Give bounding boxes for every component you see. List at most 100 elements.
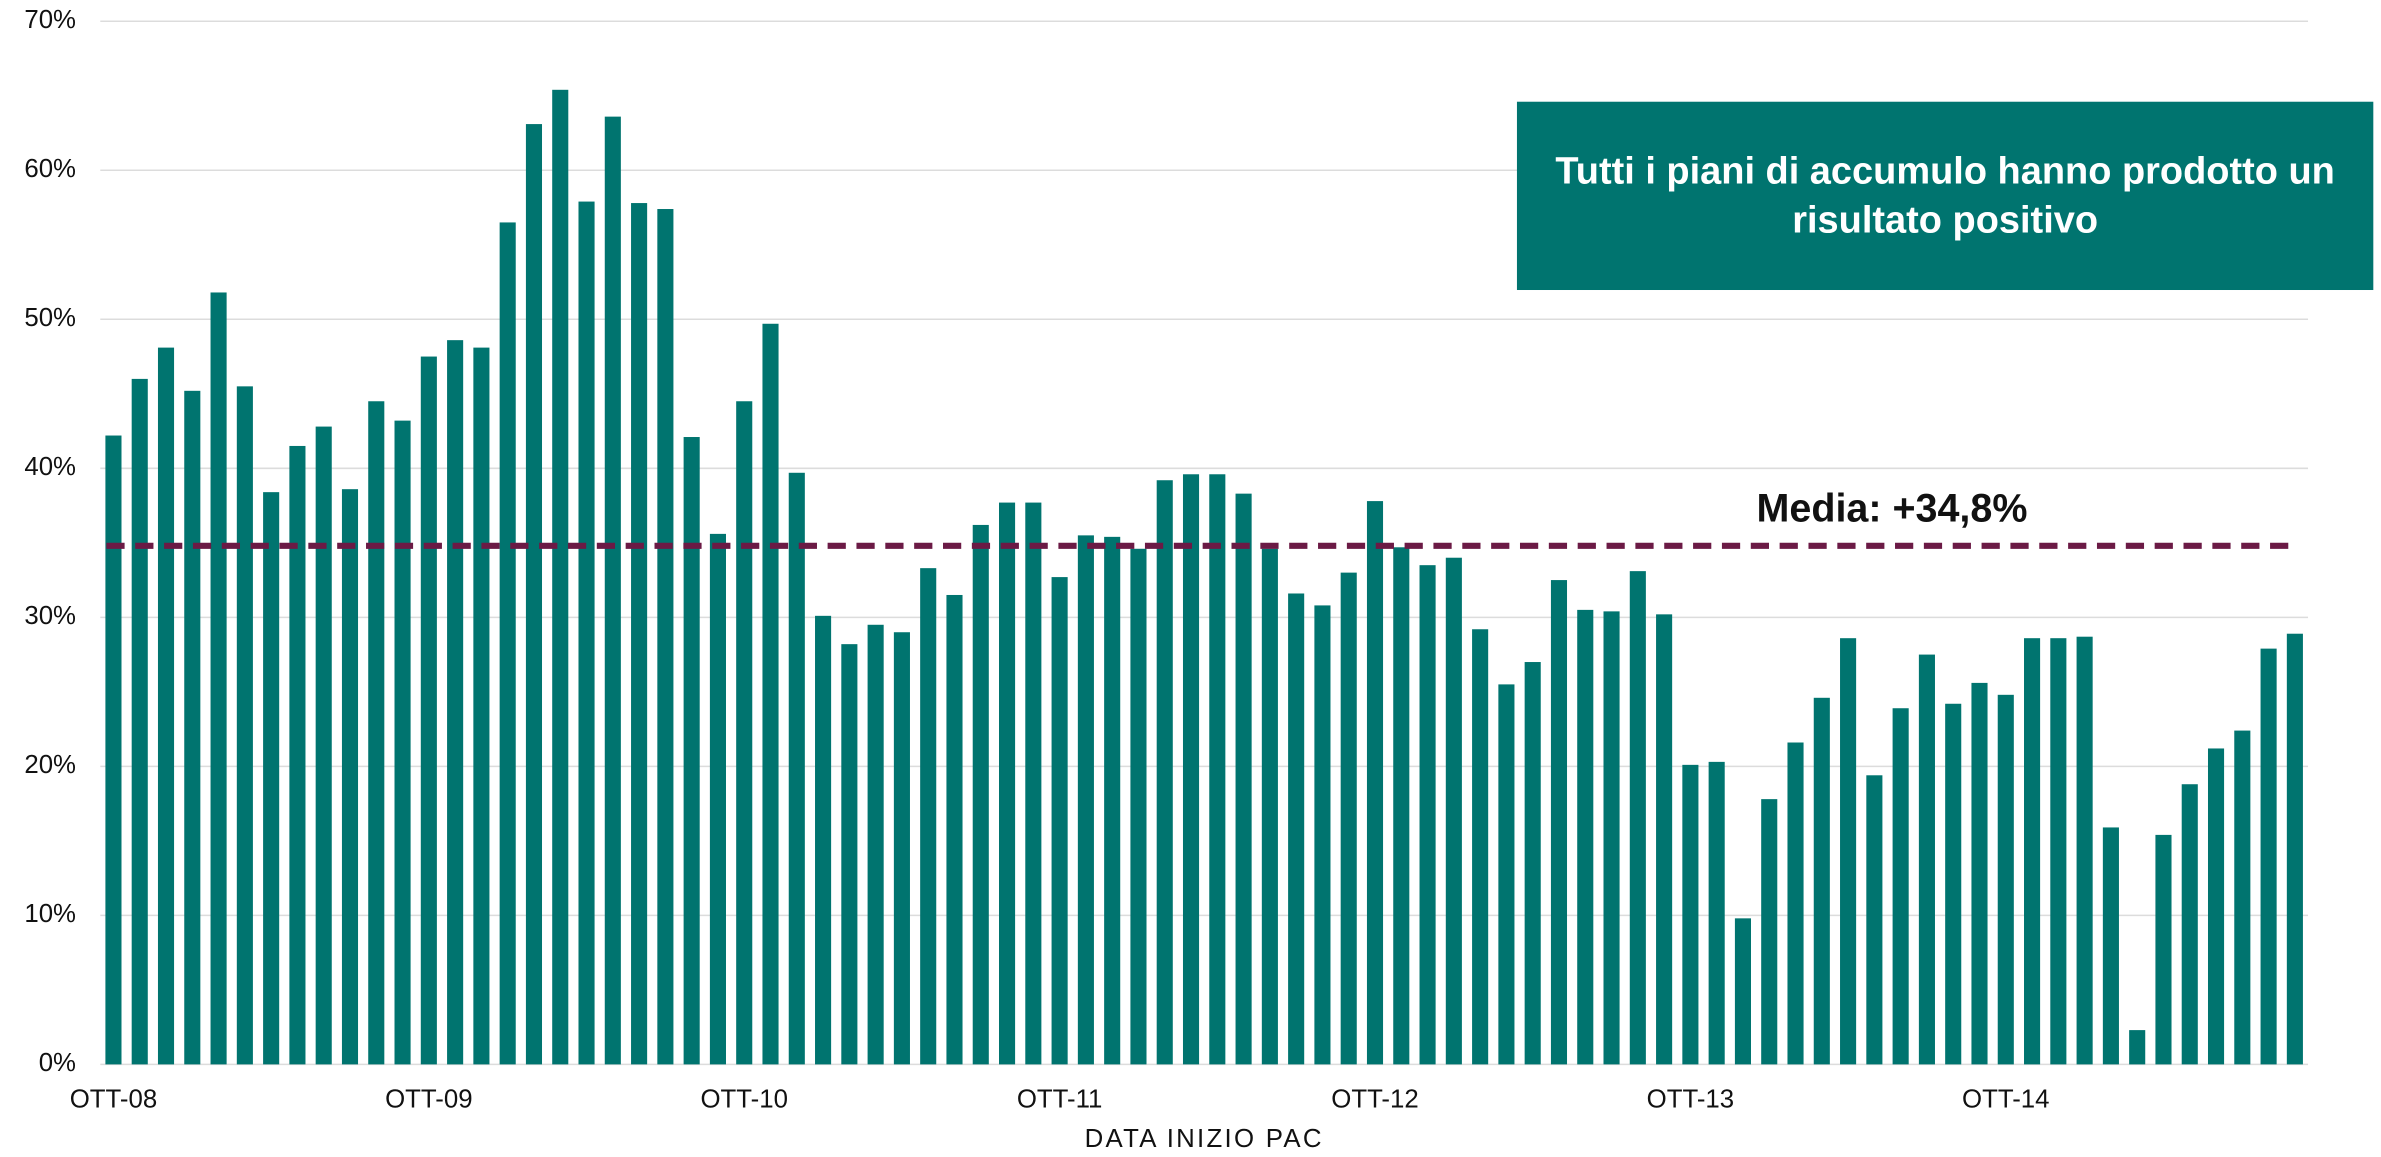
bar — [920, 568, 937, 1065]
bar — [2050, 638, 2067, 1065]
bar — [1892, 708, 1909, 1065]
bar — [157, 347, 175, 1065]
bar — [2207, 748, 2225, 1065]
bar — [1971, 682, 1988, 1065]
bar — [1077, 535, 1094, 1065]
bar — [1918, 654, 1935, 1065]
bar — [2155, 834, 2172, 1065]
x-tick-label: OTT-14 — [1962, 1086, 2049, 1114]
bar — [1025, 502, 1042, 1065]
bar — [1393, 547, 1410, 1065]
bar — [631, 203, 648, 1065]
bar — [1288, 593, 1305, 1065]
mean-label: Media: +34,8% — [1757, 486, 2028, 530]
bar — [709, 533, 726, 1065]
bar — [604, 116, 621, 1065]
x-axis-label: DATA INIZIO PAC — [1085, 1125, 1324, 1153]
bar — [657, 209, 674, 1065]
bar — [2024, 638, 2041, 1065]
y-tick-label: 40% — [24, 453, 76, 481]
bar — [999, 502, 1016, 1065]
bar — [946, 594, 963, 1065]
bar — [578, 201, 595, 1065]
annotation-text: Tutti i piani di accumulo hanno prodotto… — [1555, 150, 2335, 242]
x-tick-label: OTT-09 — [385, 1086, 472, 1114]
bar — [1550, 580, 1568, 1065]
y-tick-label: 10% — [24, 900, 76, 928]
bar — [1445, 557, 1462, 1065]
y-tick-label: 30% — [24, 602, 76, 630]
annotation-box — [1516, 101, 2374, 291]
x-tick-label: OTT-11 — [1017, 1086, 1103, 1114]
bar — [1130, 548, 1147, 1065]
bar — [788, 472, 805, 1065]
bar — [1813, 697, 1830, 1065]
bar — [1656, 614, 1673, 1065]
x-tick-label: OTT-12 — [1331, 1086, 1418, 1114]
bar — [420, 356, 437, 1065]
bar — [263, 492, 280, 1065]
bar — [815, 615, 832, 1065]
bar — [762, 323, 779, 1065]
bar — [341, 489, 359, 1065]
bar — [736, 401, 753, 1065]
bar — [1261, 548, 1278, 1065]
bar — [1734, 918, 1752, 1065]
bar — [683, 437, 700, 1065]
bar — [1682, 764, 1699, 1065]
bar — [1787, 742, 1804, 1065]
bar — [1945, 703, 1962, 1065]
bar — [1761, 799, 1778, 1065]
bar — [1629, 571, 1646, 1065]
bar — [552, 89, 569, 1065]
bar — [867, 624, 884, 1065]
bar — [1524, 662, 1541, 1065]
bar — [1314, 605, 1331, 1065]
bar — [236, 386, 253, 1065]
bar — [1182, 474, 1200, 1065]
bar — [1366, 501, 1384, 1065]
bar — [972, 524, 989, 1065]
bar — [2102, 827, 2119, 1065]
bar — [2181, 784, 2198, 1065]
bar — [2286, 633, 2303, 1065]
bar — [2076, 636, 2093, 1065]
bar — [210, 292, 227, 1065]
bar — [368, 401, 385, 1065]
y-tick-label: 20% — [24, 751, 76, 779]
annotation-holder: Tutti i piani di accumulo hanno prodotto… — [1555, 150, 2335, 242]
bar — [499, 222, 516, 1065]
bar — [1340, 572, 1357, 1065]
y-tick-label: 0% — [39, 1049, 76, 1077]
bar — [289, 445, 306, 1065]
x-tick-label: OTT-10 — [700, 1086, 787, 1114]
bar — [184, 390, 201, 1065]
bar — [525, 124, 543, 1065]
bar — [447, 340, 464, 1065]
bar — [1997, 694, 2014, 1065]
bar — [1840, 638, 1857, 1065]
bar — [1104, 536, 1121, 1065]
bar — [315, 426, 332, 1065]
bar — [1866, 775, 1883, 1065]
bar — [394, 420, 411, 1065]
y-tick-label: 70% — [24, 6, 76, 34]
y-tick-label: 60% — [24, 155, 76, 183]
y-tick-label: 50% — [24, 304, 76, 332]
bar — [1498, 684, 1515, 1065]
bar — [1051, 577, 1068, 1065]
x-tick-label: OTT-13 — [1647, 1086, 1734, 1114]
bar — [1472, 629, 1489, 1065]
bar — [1603, 611, 1620, 1065]
bar — [2234, 730, 2251, 1065]
bar — [1235, 493, 1252, 1065]
bar — [1708, 761, 1725, 1065]
bar — [473, 347, 490, 1065]
bar — [2129, 1030, 2146, 1065]
bar — [1156, 480, 1173, 1065]
bar — [1209, 474, 1226, 1065]
bar — [131, 378, 148, 1065]
x-tick-label: OTT-08 — [70, 1086, 157, 1114]
